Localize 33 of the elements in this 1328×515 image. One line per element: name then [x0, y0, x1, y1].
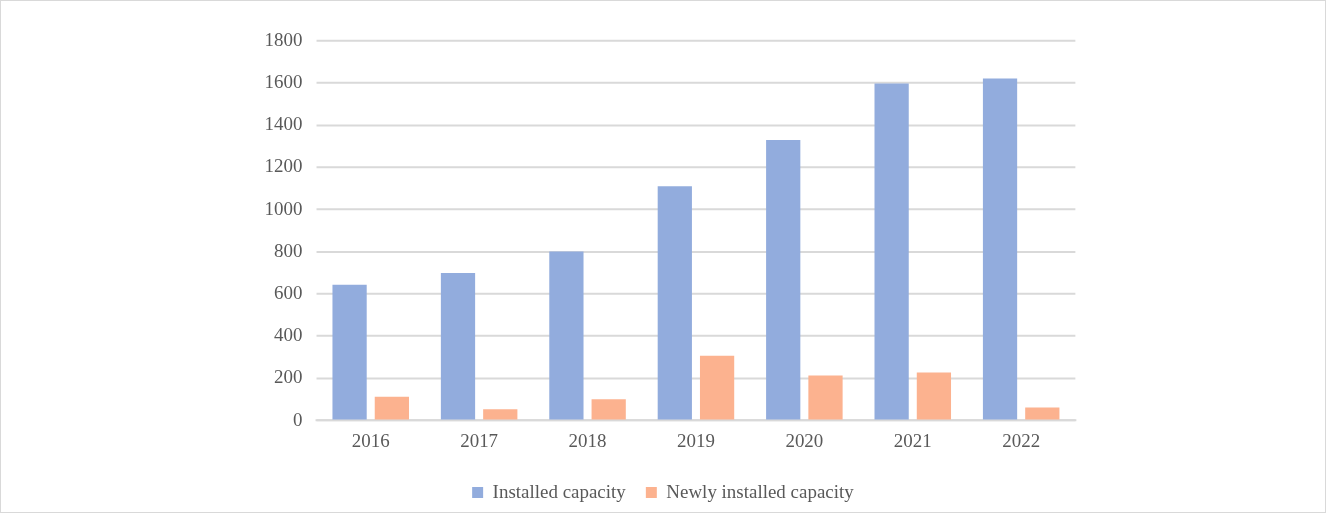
y-tick-label: 1600	[264, 71, 303, 92]
y-tick-label: 1800	[264, 28, 303, 50]
bar	[699, 355, 735, 420]
x-tick-label: 2022	[1002, 429, 1041, 451]
x-tick-label: 2017	[460, 429, 499, 451]
bar	[1025, 407, 1060, 420]
bar	[374, 396, 409, 420]
x-tick-label: 2018	[568, 429, 607, 451]
bar	[916, 372, 952, 420]
legend-label: Installed capacity	[492, 480, 627, 502]
x-tick-label: 2019	[676, 429, 715, 451]
bar	[982, 78, 1018, 420]
y-tick-label: 800	[274, 239, 303, 261]
bar	[591, 399, 626, 420]
bar	[332, 284, 367, 420]
y-tick-label: 400	[274, 324, 303, 346]
x-tick-label: 2020	[785, 429, 824, 451]
y-tick-label: 1200	[264, 155, 303, 177]
bar	[440, 272, 476, 420]
y-tick-label: 600	[274, 281, 303, 303]
y-tick-label: 1400	[264, 113, 303, 135]
legend-label: Newly installed capacity	[666, 480, 855, 502]
bar	[483, 409, 518, 420]
y-tick-label: 200	[274, 366, 303, 388]
bar	[808, 375, 843, 420]
x-tick-label: 2016	[351, 429, 390, 451]
y-tick-label: 1000	[264, 197, 303, 219]
bar	[657, 186, 692, 420]
bar	[874, 83, 909, 420]
x-tick-label: 2021	[893, 429, 932, 451]
y-tick-label: 0	[293, 408, 303, 430]
bar	[766, 139, 801, 420]
bar	[549, 251, 584, 420]
